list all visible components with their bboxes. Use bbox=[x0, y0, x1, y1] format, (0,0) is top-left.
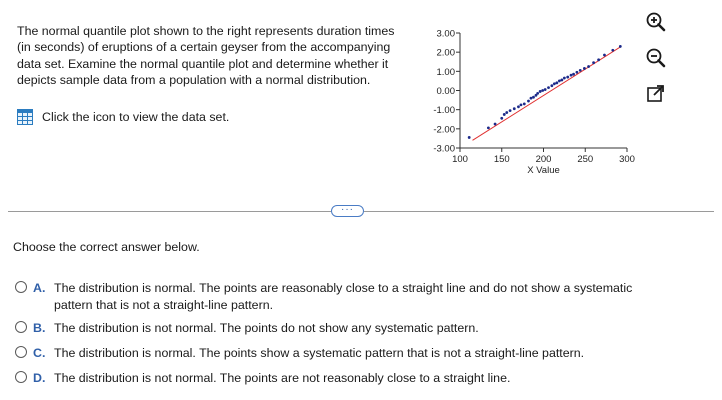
data-point bbox=[467, 136, 471, 139]
data-point bbox=[547, 86, 550, 90]
data-point bbox=[512, 107, 516, 111]
answer-option-b[interactable]: B. The distribution is not normal. The p… bbox=[15, 320, 666, 337]
x-axis-label: X Value bbox=[527, 165, 560, 176]
data-point bbox=[538, 90, 542, 93]
option-letter: D. bbox=[33, 371, 46, 385]
option-letter: A. bbox=[33, 281, 46, 295]
y-tick-label: 1.00 bbox=[437, 67, 456, 78]
zoom-in-icon[interactable] bbox=[644, 10, 668, 34]
data-point bbox=[550, 84, 554, 88]
data-point bbox=[597, 58, 601, 62]
question-text: The normal quantile plot shown to the ri… bbox=[17, 24, 395, 87]
data-point bbox=[572, 72, 575, 76]
data-point bbox=[603, 53, 606, 57]
data-point bbox=[541, 89, 545, 92]
y-tick-label: 0.00 bbox=[437, 86, 456, 97]
data-point bbox=[557, 79, 561, 83]
y-tick-label: -3.00 bbox=[433, 144, 455, 155]
section-divider bbox=[364, 211, 714, 212]
answer-option-a[interactable]: A. The distribution is normal. The point… bbox=[15, 280, 666, 313]
data-point bbox=[517, 105, 520, 109]
data-point bbox=[486, 126, 490, 130]
x-tick-label: 300 bbox=[619, 154, 635, 165]
data-point bbox=[560, 78, 564, 82]
data-point bbox=[569, 73, 573, 77]
y-tick-label: -1.00 bbox=[433, 105, 455, 116]
data-point bbox=[583, 67, 586, 70]
data-point bbox=[532, 95, 535, 99]
data-point bbox=[562, 76, 566, 80]
data-set-link-label[interactable]: Click the icon to view the data set. bbox=[42, 110, 230, 124]
data-point bbox=[505, 111, 509, 114]
data-point bbox=[500, 116, 504, 120]
data-set-link[interactable]: Click the icon to view the data set. bbox=[17, 109, 229, 125]
y-tick-label: 2.00 bbox=[437, 48, 456, 59]
y-tick-label: 3.00 bbox=[437, 29, 456, 40]
data-point bbox=[534, 93, 538, 97]
data-point bbox=[587, 65, 590, 68]
y-tick-label: -2.00 bbox=[433, 124, 455, 135]
data-point bbox=[543, 88, 547, 91]
data-point bbox=[502, 113, 506, 116]
data-point bbox=[611, 48, 615, 52]
section-divider bbox=[8, 211, 331, 212]
more-options-button[interactable]: ··· bbox=[331, 205, 364, 217]
radio-button[interactable] bbox=[15, 371, 27, 383]
data-point bbox=[552, 82, 556, 86]
data-point bbox=[578, 68, 582, 72]
data-table-icon[interactable] bbox=[17, 109, 33, 125]
data-point bbox=[566, 75, 570, 79]
data-point bbox=[522, 102, 526, 106]
answer-prompt: Choose the correct answer below. bbox=[13, 240, 200, 254]
radio-button[interactable] bbox=[15, 281, 27, 293]
answer-option-c[interactable]: C. The distribution is normal. The point… bbox=[15, 345, 666, 362]
option-text[interactable]: The distribution is not normal. The poin… bbox=[54, 321, 479, 335]
data-point bbox=[618, 45, 622, 48]
radio-button[interactable] bbox=[15, 346, 27, 358]
data-point bbox=[508, 109, 512, 113]
x-tick-label: 150 bbox=[494, 154, 510, 165]
data-point bbox=[529, 96, 533, 100]
x-tick-label: 250 bbox=[577, 154, 593, 165]
data-point bbox=[527, 99, 530, 103]
data-point bbox=[592, 61, 595, 65]
option-text[interactable]: The distribution is normal. The points s… bbox=[54, 346, 585, 360]
expand-icon[interactable] bbox=[644, 82, 668, 106]
x-tick-label: 100 bbox=[452, 154, 468, 165]
data-point bbox=[555, 81, 559, 85]
reference-line bbox=[472, 45, 622, 141]
data-point bbox=[575, 70, 579, 74]
option-text[interactable]: The distribution is not normal. The poin… bbox=[54, 371, 511, 385]
x-tick-label: 200 bbox=[536, 154, 552, 165]
option-text[interactable]: The distribution is normal. The points a… bbox=[54, 281, 633, 312]
radio-button[interactable] bbox=[15, 321, 27, 333]
zoom-out-icon[interactable] bbox=[644, 46, 668, 70]
option-letter: B. bbox=[33, 321, 46, 335]
data-point bbox=[536, 91, 540, 95]
data-point bbox=[493, 122, 497, 126]
data-point bbox=[519, 103, 523, 107]
option-letter: C. bbox=[33, 346, 46, 360]
answer-option-d[interactable]: D. The distribution is not normal. The p… bbox=[15, 370, 666, 387]
